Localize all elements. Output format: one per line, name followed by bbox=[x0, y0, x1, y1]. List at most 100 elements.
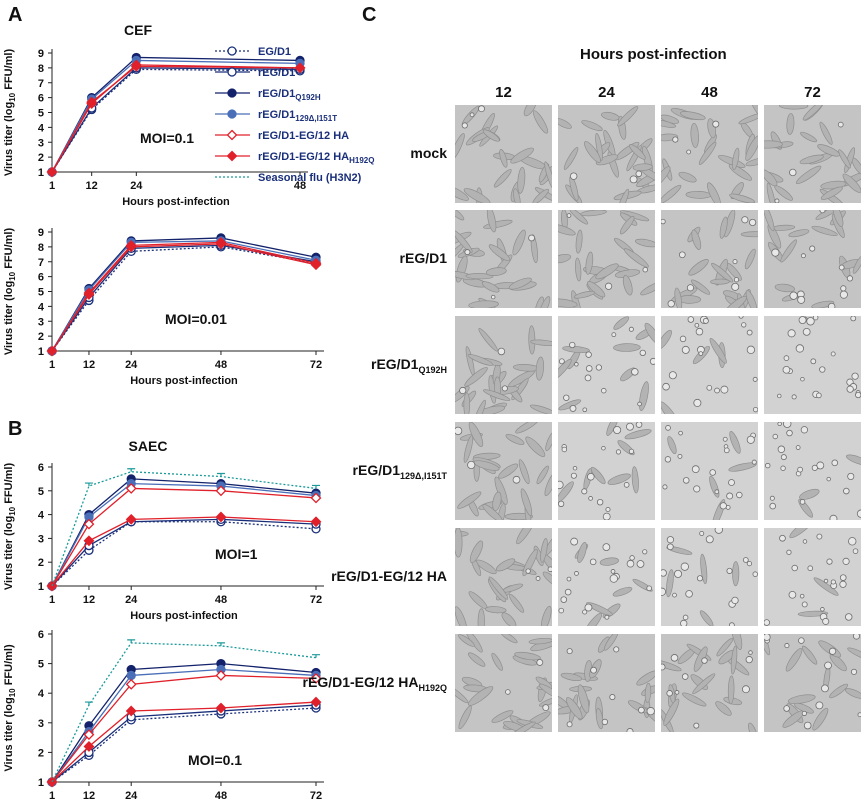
x-tick-label: 24 bbox=[130, 180, 143, 192]
legend-label: rEG/D1Q192H bbox=[258, 88, 321, 102]
y-tick-label: 6 bbox=[38, 272, 44, 284]
legend-marker bbox=[227, 46, 237, 56]
series-line bbox=[51, 67, 301, 173]
micrograph-image bbox=[455, 105, 552, 203]
micrograph-row-label: rEG/D1-EG/12 HAH192Q bbox=[302, 674, 447, 693]
y-tick-label: 8 bbox=[38, 63, 44, 75]
data-point bbox=[83, 518, 95, 530]
micrograph-row-label: rEG/D1129Δ,I151T bbox=[352, 462, 447, 481]
micrograph-image bbox=[661, 316, 758, 414]
error-bar bbox=[216, 642, 225, 646]
moi-annotation: MOI=1 bbox=[215, 546, 258, 562]
legend-marker bbox=[226, 150, 238, 162]
y-tick-label: 4 bbox=[38, 688, 45, 700]
micrograph-image bbox=[661, 634, 758, 732]
data-point bbox=[46, 345, 58, 357]
data-point bbox=[125, 239, 137, 251]
x-tick-label: 72 bbox=[310, 359, 322, 371]
hour-column-label: 12 bbox=[495, 84, 512, 101]
micrograph-image bbox=[764, 105, 861, 203]
legend-marker bbox=[226, 129, 238, 141]
data-point bbox=[310, 257, 322, 269]
y-tick-label: 2 bbox=[38, 557, 44, 569]
data-point bbox=[126, 670, 136, 681]
legend-label: rEG/D1129Δ,I151T bbox=[258, 109, 337, 123]
x-tick-label: 48 bbox=[215, 359, 227, 371]
series-line bbox=[51, 701, 317, 783]
data-point bbox=[125, 513, 137, 525]
micrograph-row-label: mock bbox=[410, 145, 447, 161]
moi-annotation: MOI=0.1 bbox=[140, 130, 194, 146]
x-tick-label: 1 bbox=[49, 180, 55, 192]
micrograph-row-label: rEG/D1Q192H bbox=[371, 356, 447, 375]
panel-letter-a: A bbox=[8, 4, 23, 26]
y-tick-label: 5 bbox=[38, 108, 44, 120]
micrograph-image bbox=[661, 422, 758, 520]
legend-label: Seasonal flu (H3N2) bbox=[258, 172, 362, 184]
data-point bbox=[83, 741, 95, 752]
y-tick-label: 7 bbox=[38, 257, 44, 269]
x-tick-label: 72 bbox=[310, 594, 322, 606]
y-tick-label: 1 bbox=[38, 346, 44, 358]
y-tick-label: 6 bbox=[38, 629, 44, 641]
legend-entry bbox=[215, 46, 250, 56]
panel-b-subtitle: SAEC bbox=[129, 438, 168, 454]
x-tick-label: 24 bbox=[125, 790, 138, 800]
micrograph-image bbox=[764, 528, 861, 626]
micrograph-image bbox=[558, 422, 655, 520]
y-tick-label: 5 bbox=[38, 659, 44, 671]
data-point bbox=[83, 729, 95, 741]
x-axis-label: Hours post-infection bbox=[122, 196, 230, 208]
x-tick-label: 1 bbox=[49, 594, 55, 606]
micrograph-image bbox=[455, 634, 552, 732]
micrograph-image bbox=[558, 210, 655, 308]
legend-label: EG/D1 bbox=[258, 46, 291, 58]
x-tick-label: 72 bbox=[310, 790, 322, 800]
legend-entry bbox=[215, 150, 250, 162]
hour-column-label: 48 bbox=[701, 84, 718, 101]
legend-label: rEG/D1-EG/12 HA bbox=[258, 130, 349, 142]
series-line bbox=[51, 471, 317, 587]
hour-column-label: 72 bbox=[804, 84, 821, 101]
micrograph-image bbox=[764, 210, 861, 308]
y-tick-label: 2 bbox=[38, 331, 44, 343]
x-tick-label: 12 bbox=[83, 790, 95, 800]
data-point bbox=[125, 705, 137, 717]
micrograph-image bbox=[661, 105, 758, 203]
data-point bbox=[130, 60, 142, 72]
micrograph-image bbox=[455, 422, 552, 520]
legend-entry bbox=[215, 109, 250, 119]
micrograph-image bbox=[764, 422, 861, 520]
chart-A-bottom bbox=[46, 228, 324, 357]
x-tick-label: 12 bbox=[83, 594, 95, 606]
y-tick-label: 3 bbox=[38, 137, 44, 149]
series-line bbox=[51, 246, 317, 352]
micrograph-image bbox=[661, 528, 758, 626]
micrograph-row-label: rEG/D1 bbox=[399, 250, 447, 266]
y-tick-label: 4 bbox=[38, 510, 45, 522]
panel-a-subtitle: CEF bbox=[124, 22, 152, 38]
data-point bbox=[215, 702, 227, 714]
data-point bbox=[46, 166, 58, 178]
panel-letter-c: C bbox=[362, 4, 377, 26]
x-tick-label: 24 bbox=[125, 594, 138, 606]
data-point bbox=[83, 287, 95, 299]
data-point bbox=[310, 672, 322, 684]
y-tick-label: 7 bbox=[38, 78, 44, 90]
x-tick-label: 1 bbox=[49, 790, 55, 800]
legend-entry bbox=[215, 88, 250, 98]
legend-entry bbox=[215, 129, 250, 141]
y-tick-label: 3 bbox=[38, 718, 44, 730]
y-tick-label: 1 bbox=[38, 777, 44, 789]
y-tick-label: 4 bbox=[38, 301, 45, 313]
x-tick-label: 48 bbox=[215, 790, 227, 800]
y-tick-label: 1 bbox=[38, 167, 44, 179]
legend-marker bbox=[227, 88, 237, 98]
y-tick-label: 6 bbox=[38, 462, 44, 474]
data-point bbox=[215, 670, 227, 681]
data-point bbox=[310, 492, 322, 504]
legend-label: rEG/D1 bbox=[258, 67, 295, 79]
error-bar bbox=[127, 639, 136, 643]
data-point bbox=[215, 236, 227, 248]
micrograph-image bbox=[764, 634, 861, 732]
